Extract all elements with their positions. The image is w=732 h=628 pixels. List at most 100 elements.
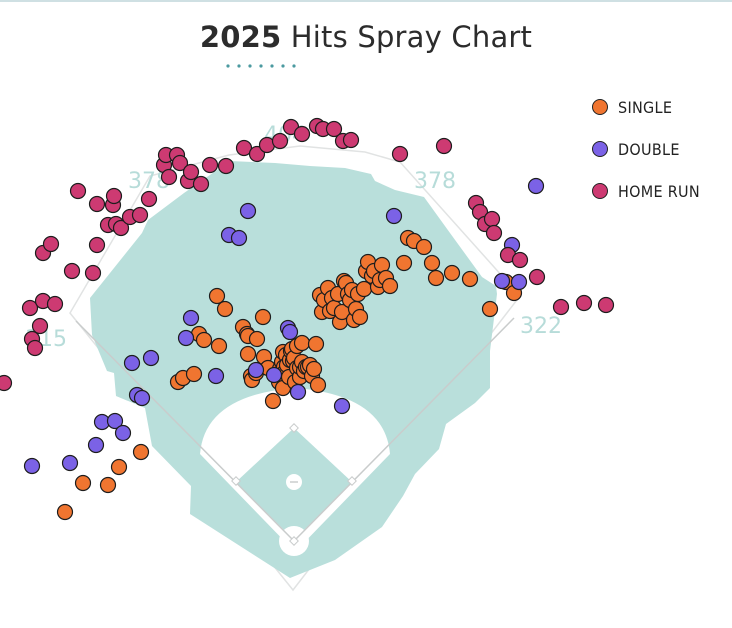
hit-marker-home-run bbox=[105, 187, 123, 205]
hit-marker-double bbox=[123, 354, 141, 372]
hit-marker-double bbox=[247, 361, 265, 379]
hit-marker-double bbox=[182, 309, 200, 327]
hit-marker-double bbox=[510, 273, 528, 291]
hit-marker-home-run bbox=[140, 190, 158, 208]
hit-marker-home-run bbox=[131, 206, 149, 224]
legend-swatch-double bbox=[592, 141, 608, 157]
hit-marker-single bbox=[208, 287, 226, 305]
hit-marker-double bbox=[177, 329, 195, 347]
hit-marker-single bbox=[381, 277, 399, 295]
hit-marker-home-run bbox=[485, 224, 503, 242]
hit-marker-double bbox=[289, 383, 307, 401]
hit-marker-home-run bbox=[435, 137, 453, 155]
hit-marker-single bbox=[415, 238, 433, 256]
hit-markers bbox=[0, 117, 615, 521]
hit-marker-home-run bbox=[575, 294, 593, 312]
legend-label-home-run: HOME RUN bbox=[618, 181, 700, 201]
hit-marker-single bbox=[254, 308, 272, 326]
hit-marker-single bbox=[293, 334, 311, 352]
pitching-rubber bbox=[290, 481, 298, 483]
hit-marker-home-run bbox=[69, 182, 87, 200]
hit-marker-home-run bbox=[31, 317, 49, 335]
hit-marker-single bbox=[185, 365, 203, 383]
hit-marker-double bbox=[239, 202, 257, 220]
hit-marker-home-run bbox=[182, 163, 200, 181]
legend-item-home-run: HOME RUN bbox=[592, 170, 700, 212]
hit-marker-single bbox=[443, 264, 461, 282]
hit-marker-single bbox=[239, 345, 257, 363]
legend-swatch-single bbox=[592, 99, 608, 115]
hit-marker-home-run bbox=[160, 168, 178, 186]
hit-marker-home-run bbox=[271, 132, 289, 150]
hit-marker-double bbox=[385, 207, 403, 225]
hit-marker-single bbox=[56, 503, 74, 521]
hit-marker-single bbox=[305, 360, 323, 378]
hit-marker-home-run bbox=[217, 157, 235, 175]
hit-marker-single bbox=[264, 392, 282, 410]
hit-marker-double bbox=[114, 424, 132, 442]
hit-marker-single bbox=[395, 254, 413, 272]
chart-title: 2025 Hits Spray Chart bbox=[0, 20, 732, 54]
hit-marker-home-run bbox=[171, 154, 189, 172]
hit-marker-home-run bbox=[88, 236, 106, 254]
title-year: 2025 bbox=[199, 20, 282, 54]
hit-marker-double bbox=[527, 177, 545, 195]
hit-marker-single bbox=[423, 254, 441, 272]
hit-marker-home-run bbox=[552, 298, 570, 316]
hit-marker-home-run bbox=[26, 339, 44, 357]
hit-marker-home-run bbox=[42, 235, 60, 253]
hit-marker-single bbox=[481, 300, 499, 318]
hit-marker-home-run bbox=[46, 295, 64, 313]
hit-marker-single bbox=[307, 335, 325, 353]
hit-marker-single bbox=[132, 443, 150, 461]
hit-marker-single bbox=[351, 308, 369, 326]
hit-marker-single bbox=[110, 458, 128, 476]
top-rule bbox=[0, 0, 732, 2]
hit-marker-home-run bbox=[84, 264, 102, 282]
hit-marker-double bbox=[230, 229, 248, 247]
title-text: Hits Spray Chart bbox=[290, 20, 533, 54]
hit-marker-home-run bbox=[112, 219, 130, 237]
hit-marker-single bbox=[461, 270, 479, 288]
distance-right-line: 322 bbox=[520, 314, 562, 339]
hit-marker-home-run bbox=[21, 299, 39, 317]
hit-marker-double bbox=[142, 349, 160, 367]
hit-marker-double bbox=[133, 389, 151, 407]
hit-marker-double bbox=[87, 436, 105, 454]
hit-marker-single bbox=[355, 280, 373, 298]
first-base bbox=[347, 476, 357, 486]
hit-marker-double bbox=[207, 367, 225, 385]
hit-marker-home-run bbox=[325, 120, 343, 138]
hit-marker-home-run bbox=[342, 131, 360, 149]
title-underline-dots bbox=[226, 64, 296, 68]
hit-marker-home-run bbox=[528, 268, 546, 286]
hit-marker-home-run bbox=[293, 125, 311, 143]
distance-right-center: 378 bbox=[414, 169, 456, 194]
hit-marker-home-run bbox=[391, 145, 409, 163]
hit-marker-double bbox=[106, 412, 124, 430]
hit-marker-home-run bbox=[63, 262, 81, 280]
hit-marker-home-run bbox=[88, 195, 106, 213]
hit-marker-home-run bbox=[201, 156, 219, 174]
third-base bbox=[231, 476, 241, 486]
hit-marker-single bbox=[216, 300, 234, 318]
home-plate bbox=[289, 536, 299, 546]
legend-label-single: SINGLE bbox=[618, 97, 673, 117]
hit-marker-home-run bbox=[483, 210, 501, 228]
hit-marker-single bbox=[74, 474, 92, 492]
hit-marker-double bbox=[61, 454, 79, 472]
legend-item-single: SINGLE bbox=[592, 86, 700, 128]
hit-marker-double bbox=[493, 272, 511, 290]
hit-marker-single bbox=[427, 269, 445, 287]
hit-marker-home-run bbox=[235, 139, 253, 157]
hit-marker-single bbox=[195, 331, 213, 349]
hit-marker-double bbox=[23, 457, 41, 475]
hit-marker-home-run bbox=[0, 374, 13, 392]
hit-marker-single bbox=[210, 337, 228, 355]
hit-marker-single bbox=[248, 330, 266, 348]
left-foul-line bbox=[75, 320, 295, 542]
hit-marker-double bbox=[265, 366, 283, 384]
second-base bbox=[289, 423, 299, 433]
legend-item-double: DOUBLE bbox=[592, 128, 700, 170]
right-foul-line bbox=[293, 317, 515, 542]
